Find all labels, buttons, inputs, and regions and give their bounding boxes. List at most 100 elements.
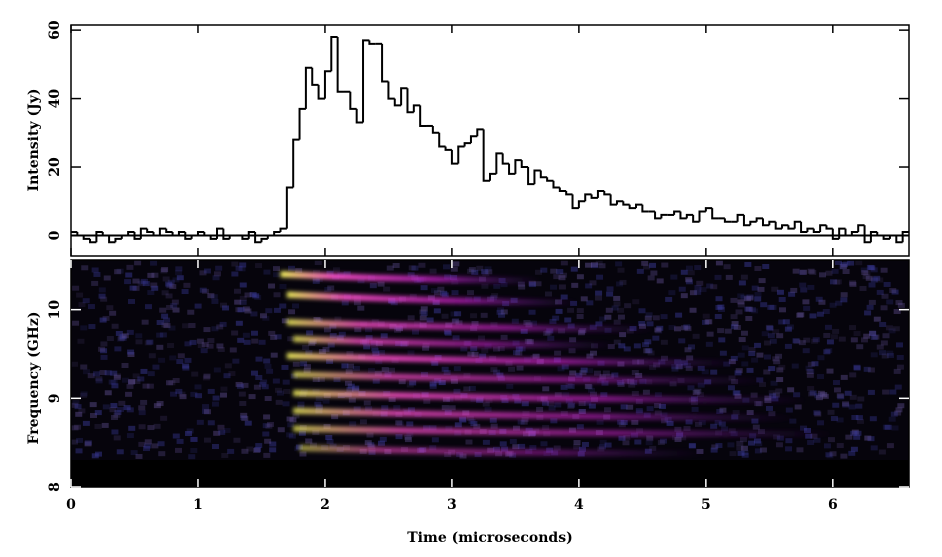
noise-pixel [292,361,300,367]
noise-pixel [266,368,274,374]
noise-pixel [641,260,649,266]
noise-pixel [872,334,880,340]
histogram-step [158,227,167,236]
noise-pixel [683,425,691,431]
noise-pixel [888,416,896,422]
noise-pixel [676,363,684,369]
noise-pixel [478,335,486,341]
noise-pixel [732,390,740,396]
noise-pixel [797,312,805,318]
noise-pixel [684,347,692,353]
noise-pixel [329,333,337,339]
noise-pixel [697,365,705,371]
noise-pixel [276,390,284,396]
noise-pixel [352,385,360,391]
noise-pixel [880,267,888,273]
noise-pixel [737,450,745,456]
noise-pixel [772,356,780,362]
noise-pixel [100,348,108,354]
noise-pixel [737,352,745,358]
noise-pixel [82,298,90,304]
noise-pixel [650,270,658,276]
noise-pixel [632,299,640,305]
noise-pixel [867,436,875,442]
noise-pixel [467,351,475,357]
noise-pixel [573,440,581,446]
noise-pixel [825,348,833,354]
noise-pixel [613,295,621,301]
noise-pixel [570,266,578,272]
noise-pixel [674,426,682,432]
noise-pixel [542,330,550,336]
noise-pixel [579,446,587,452]
noise-pixel [834,279,842,285]
noise-pixel [748,307,756,313]
histogram-step [869,231,878,243]
histogram-step [857,224,865,233]
noise-pixel [235,381,243,387]
noise-pixel [314,260,322,266]
noise-pixel [353,300,361,306]
noise-pixel [785,407,793,413]
histogram-step [228,234,237,239]
noise-pixel [897,302,905,308]
noise-pixel [761,331,769,337]
noise-pixel [239,282,247,288]
noise-pixel [584,383,592,389]
noise-pixel [741,345,749,351]
noise-pixel [484,266,492,272]
noise-pixel [470,346,478,352]
noise-pixel [463,386,471,392]
noise-pixel [352,387,360,393]
noise-pixel [884,424,892,430]
noise-pixel [581,441,589,447]
noise-pixel [696,280,704,286]
histogram-step [139,227,148,239]
noise-pixel [849,281,857,287]
noise-pixel [408,265,416,271]
noise-pixel [857,418,865,424]
noise-pixel [140,278,148,284]
noise-pixel [138,279,146,285]
noise-pixel [882,389,890,395]
noise-pixel [880,340,888,346]
noise-pixel [839,264,847,270]
histogram-step [190,234,198,239]
noise-pixel [194,384,202,390]
noise-pixel [595,290,603,296]
noise-pixel [698,420,706,426]
noise-pixel [865,275,873,281]
noise-pixel [604,442,612,448]
noise-pixel [514,398,522,404]
noise-pixel [175,447,183,453]
noise-pixel [606,373,614,379]
noise-pixel [345,369,353,375]
noise-pixel [767,333,775,339]
noise-pixel [343,271,351,277]
noise-pixel [75,411,83,417]
noise-pixel [135,339,143,345]
noise-pixel [623,346,631,352]
histogram-step [82,235,91,240]
noise-pixel [793,392,801,398]
noise-pixel [746,294,754,300]
noise-pixel [856,344,864,350]
histogram-step [508,163,516,175]
noise-pixel [91,280,99,286]
noise-pixel [548,405,556,411]
noise-pixel [237,337,245,343]
noise-pixel [731,321,739,327]
noise-pixel [165,283,173,289]
noise-pixel [203,409,211,415]
noise-pixel [646,435,654,441]
noise-pixel [748,440,756,446]
noise-pixel [81,265,89,271]
noise-pixel [74,404,82,410]
noise-pixel [217,424,225,430]
noise-pixel [269,441,277,447]
noise-pixel [146,383,154,389]
noise-pixel [737,299,745,305]
histogram-step [311,67,319,86]
noise-pixel [501,397,509,403]
noise-pixel [369,282,377,288]
